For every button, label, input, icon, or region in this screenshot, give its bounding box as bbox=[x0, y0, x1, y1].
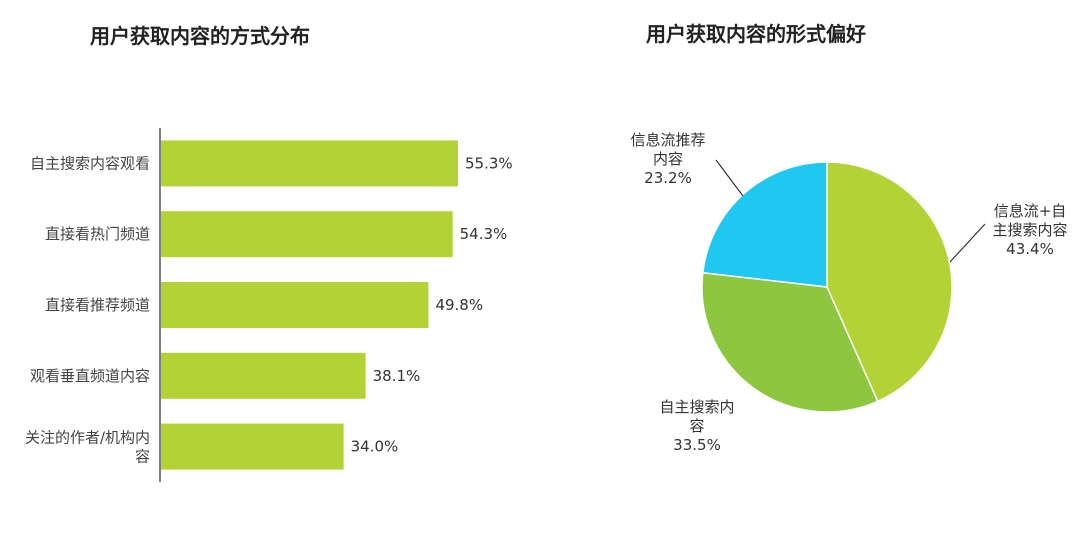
bar-value-label: 55.3% bbox=[465, 154, 513, 172]
pie-slice-label: 信息流推荐内容 23.2% bbox=[630, 131, 705, 187]
bar bbox=[161, 423, 344, 470]
pie-slice-label: 信息流+自主搜索内容 43.4% bbox=[992, 202, 1067, 258]
bar-value-label: 38.1% bbox=[373, 367, 421, 385]
bar-chart: 55.3% 自主搜索内容观看 54.3% 直接看热门频道 49.8% 直接看推荐频道 38.… bbox=[25, 128, 513, 482]
bar-chart-title: 用户获取内容的方式分布 bbox=[90, 24, 310, 48]
pie-slice bbox=[826, 161, 953, 403]
bar bbox=[161, 352, 366, 399]
pie-slice bbox=[701, 271, 879, 413]
bar bbox=[161, 282, 429, 328]
category-label: 自主搜索内容观看 bbox=[30, 154, 150, 172]
pie-chart-title: 用户获取内容的形式偏好 bbox=[646, 22, 866, 46]
bar bbox=[161, 211, 453, 258]
category-label: 关注的作者/机构内容 bbox=[25, 429, 150, 466]
category-label: 观看垂直频道内容 bbox=[30, 367, 150, 385]
bar-value-label: 54.3% bbox=[460, 225, 508, 243]
leader-line bbox=[715, 159, 744, 197]
bar bbox=[161, 140, 458, 187]
pie-slice bbox=[701, 161, 828, 288]
bar-value-label: 34.0% bbox=[351, 438, 399, 456]
bar-value-label: 49.8% bbox=[435, 296, 483, 314]
leader-line bbox=[949, 223, 986, 263]
category-label: 直接看推荐频道 bbox=[45, 296, 150, 314]
pie-slice-label: 自主搜索内容 33.5% bbox=[659, 398, 734, 454]
category-label: 直接看热门频道 bbox=[45, 225, 150, 243]
